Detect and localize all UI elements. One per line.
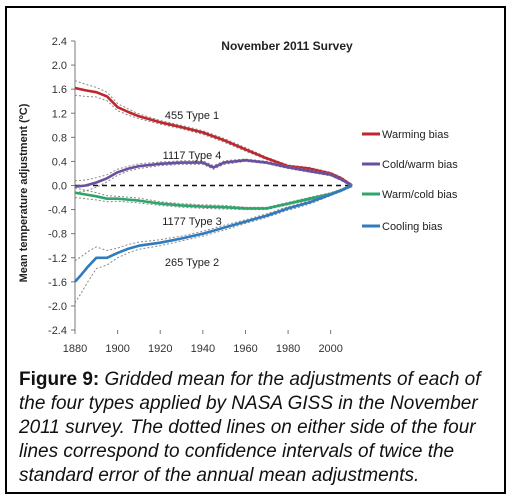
caption-body: Gridded mean for the adjustments of each… (19, 369, 481, 486)
legend: Warming bias Cold/warm bias Warm/cold bias… (362, 129, 458, 233)
x-tick-label: 1980 (276, 343, 300, 355)
warm-cold-bias-ci-lower (74, 186, 353, 211)
series-layer: 455 Type 1 1117 Type 4 1177 Type 3 265 Type… (74, 80, 353, 304)
cold-warm-bias-legend-label: Cold/warm bias (382, 159, 458, 171)
cold-warm-bias-ci-lower (74, 160, 353, 194)
cold-warm-bias-annotation: 1117 Type 4 (163, 150, 222, 162)
x-tick-label: 1880 (63, 343, 87, 355)
y-tick-label: -0.8 (48, 229, 67, 241)
y-tick-label: -2.0 (48, 301, 67, 313)
warming-bias-line (74, 86, 353, 187)
y-tick-label: -2.4 (48, 325, 67, 337)
cooling-bias-ci-upper (74, 183, 353, 262)
y-tick-label: 0.8 (52, 132, 67, 144)
x-tick-label: 1940 (191, 343, 215, 355)
y-tick-label: -0.4 (48, 205, 67, 217)
cold-warm-bias-line (74, 158, 353, 188)
figure-caption: Figure 9: Gridded mean for the adjustmen… (19, 368, 489, 488)
warming-bias-legend-label: Warming bias (382, 129, 449, 141)
cooling-bias-legend-label: Cooling bias (382, 221, 443, 233)
x-tick-label: 1920 (148, 343, 172, 355)
x-tick-label: 1960 (233, 343, 257, 355)
x-tick-label: 1900 (105, 343, 129, 355)
cooling-bias-annotation: 265 Type 2 (165, 257, 219, 269)
x-tick-label: 2000 (318, 343, 342, 355)
warm-cold-bias-annotation: 1177 Type 3 (162, 216, 222, 228)
y-tick-label: -1.2 (48, 253, 67, 265)
y-axis: 2.4 2.0 1.6 1.2 0.8 0.4 0.0 -0.4 -0.8 -1.2 -1.6 -2.… (48, 36, 76, 337)
caption-lead: Figure 9: (19, 369, 100, 390)
figure-frame: 2.4 2.0 1.6 1.2 0.8 0.4 0.0 -0.4 -0.8 -1.2 -1.6 -2.… (5, 6, 506, 494)
warm-cold-bias-line (74, 184, 353, 210)
y-tick-label: 0.4 (52, 156, 67, 168)
y-tick-label: 2.4 (52, 36, 67, 48)
warming-bias-annotation: 455 Type 1 (165, 110, 219, 122)
warm-cold-bias-legend-label: Warm/cold bias (382, 189, 458, 201)
cooling-bias-line (74, 184, 353, 283)
y-tick-label: 1.2 (52, 108, 67, 120)
chart-title: November 2011 Survey (221, 39, 353, 53)
y-axis-label: Mean temperature adjustment (ºC) (18, 103, 30, 282)
y-tick-label: 0.0 (52, 181, 67, 193)
y-tick-label: 2.0 (52, 60, 67, 72)
y-tick-label: -1.6 (48, 277, 67, 289)
x-axis: 1880 1900 1920 1940 1960 1980 2000 (63, 330, 343, 355)
cooling-bias-ci-lower (74, 186, 353, 304)
chart-svg: 2.4 2.0 1.6 1.2 0.8 0.4 0.0 -0.4 -0.8 -1.2 -1.6 -2.… (18, 36, 458, 355)
y-tick-label: 1.6 (52, 84, 67, 96)
